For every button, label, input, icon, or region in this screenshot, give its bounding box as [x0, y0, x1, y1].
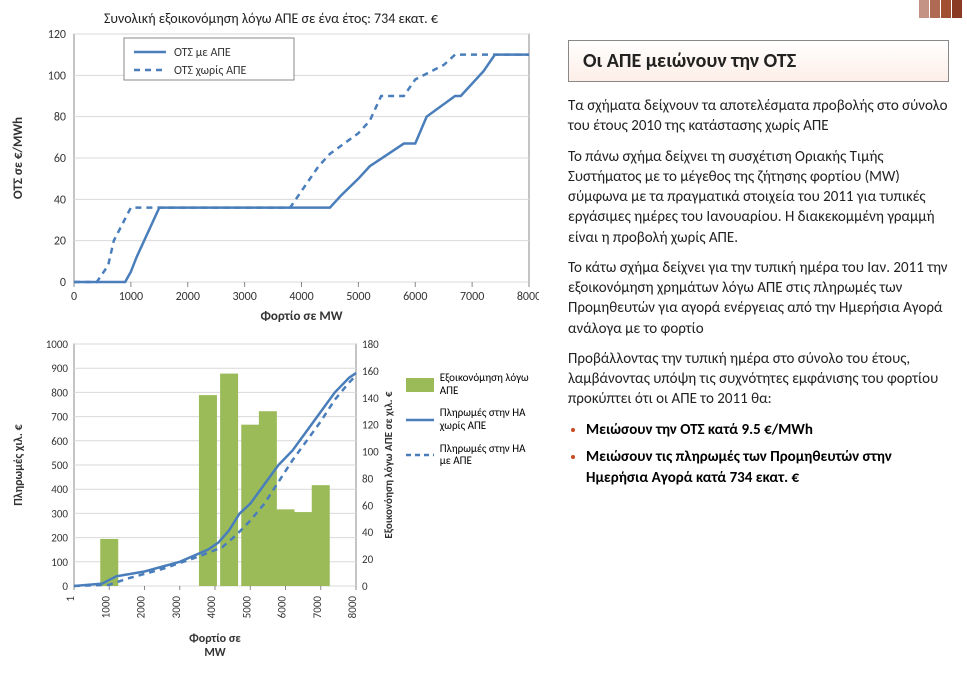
svg-text:160: 160 — [362, 365, 379, 378]
svg-text:60: 60 — [54, 152, 66, 166]
svg-text:20: 20 — [362, 553, 374, 566]
svg-text:500: 500 — [51, 459, 68, 472]
svg-text:0: 0 — [60, 276, 66, 290]
svg-text:1: 1 — [64, 596, 77, 602]
svg-text:7000: 7000 — [311, 596, 324, 619]
svg-text:4000: 4000 — [205, 596, 218, 619]
svg-text:1000: 1000 — [46, 338, 69, 351]
title-box: Οι ΑΠΕ μειώνουν την ΟΤΣ — [568, 40, 949, 82]
svg-text:40: 40 — [362, 526, 374, 539]
svg-text:5000: 5000 — [240, 596, 253, 619]
svg-text:Φορτίο σε: Φορτίο σε — [189, 632, 241, 646]
legend-row-line1: Πληρωμές στην ΗΑ χωρίς ΑΠΕ — [404, 403, 534, 436]
svg-text:0: 0 — [71, 290, 77, 304]
svg-text:3000: 3000 — [170, 596, 183, 619]
para3: Το κάτω σχήμα δείχνει για την τυπική ημέ… — [568, 258, 949, 339]
svg-text:80: 80 — [362, 472, 374, 485]
page: Συνολική εξοικονόμηση λόγω ΑΠΕ σε ένα έτ… — [0, 0, 967, 680]
chart2-legend: Εξοικονόμηση λόγω ΑΠΕ Πληρωμές στην ΗΑ χ… — [402, 326, 536, 666]
chart1-container: Συνολική εξοικονόμηση λόγω ΑΠΕ σε ένα έτ… — [4, 6, 536, 326]
svg-text:80: 80 — [54, 111, 66, 125]
svg-text:20: 20 — [54, 235, 66, 249]
svg-text:300: 300 — [51, 507, 68, 520]
svg-text:120: 120 — [362, 419, 379, 432]
legend-bars-label: Εξοικονόμηση λόγω ΑΠΕ — [438, 368, 534, 401]
legend-line2-label: Πληρωμές στην ΗΑ με ΑΠΕ — [438, 439, 534, 472]
legend-row-bars: Εξοικονόμηση λόγω ΑΠΕ — [404, 368, 534, 401]
svg-text:100: 100 — [48, 69, 66, 83]
svg-text:8000: 8000 — [346, 596, 359, 619]
svg-text:100: 100 — [51, 556, 68, 569]
charts-column: Συνολική εξοικονόμηση λόγω ΑΠΕ σε ένα έτ… — [0, 0, 540, 680]
chart1-title: Συνολική εξοικονόμηση λόγω ΑΠΕ σε ένα έτ… — [104, 10, 438, 27]
svg-text:4000: 4000 — [289, 290, 313, 304]
panel-title: Οι ΑΠΕ μειώνουν την ΟΤΣ — [583, 49, 934, 73]
svg-text:40: 40 — [54, 193, 66, 207]
svg-text:ΟΤΣ σε €/MWh: ΟΤΣ σε €/MWh — [11, 117, 26, 199]
para4: Προβάλλοντας την τυπική ημέρα στο σύνολο… — [568, 349, 949, 410]
chart2-svg: 0 100 200 300 400 500 600 700 800 900 1000 0 20 40 60 8… — [4, 326, 402, 666]
svg-text:ΟΤΣ με ΑΠΕ: ΟΤΣ με ΑΠΕ — [174, 46, 231, 60]
header-stripe — [919, 0, 967, 18]
svg-text:60: 60 — [362, 499, 374, 512]
para2: Το πάνω σχήμα δείχνει τη συσχέτιση Οριακ… — [568, 147, 949, 248]
svg-text:Εξοικονόηση λόγω ΑΠΕ σε χιλ. €: Εξοικονόηση λόγω ΑΠΕ σε χιλ. € — [382, 391, 395, 539]
svg-text:700: 700 — [51, 411, 68, 424]
svg-text:6000: 6000 — [403, 290, 427, 304]
svg-text:5000: 5000 — [346, 290, 370, 304]
svg-text:140: 140 — [362, 392, 379, 405]
chart1-svg: 0 20 40 60 80 100 120 0 1000 2000 3000 4000 5000 6000… — [4, 6, 539, 326]
legend-line1-label: Πληρωμές στην ΗΑ χωρίς ΑΠΕ — [438, 403, 534, 436]
svg-text:7000: 7000 — [460, 290, 484, 304]
solid-line-swatch — [406, 413, 434, 427]
svg-text:100: 100 — [362, 446, 379, 459]
svg-text:0: 0 — [362, 580, 368, 593]
svg-text:400: 400 — [51, 483, 68, 496]
svg-text:600: 600 — [51, 435, 68, 448]
svg-text:ΟΤΣ χωρίς ΑΠΕ: ΟΤΣ χωρίς ΑΠΕ — [174, 64, 246, 78]
chart2-legend-table: Εξοικονόμηση λόγω ΑΠΕ Πληρωμές στην ΗΑ χ… — [402, 366, 536, 474]
bullet-list: Μειώσουν την ΟΤΣ κατά 9.5 €/MWh Μειώσουν… — [568, 420, 949, 489]
svg-text:200: 200 — [51, 532, 68, 545]
svg-text:180: 180 — [362, 338, 379, 351]
svg-text:8000: 8000 — [517, 290, 539, 304]
legend-row-line2: Πληρωμές στην ΗΑ με ΑΠΕ — [404, 439, 534, 472]
svg-text:1000: 1000 — [119, 290, 143, 304]
chart2-container: 0 100 200 300 400 500 600 700 800 900 1000 0 20 40 60 8… — [4, 326, 536, 666]
para1: Τα σχήματα δείχνουν τα αποτελέσματα προβ… — [568, 96, 949, 137]
svg-text:3000: 3000 — [232, 290, 256, 304]
svg-text:2000: 2000 — [135, 596, 148, 619]
svg-text:1000: 1000 — [99, 596, 112, 619]
dashed-line-swatch — [406, 448, 434, 462]
bullet1: Μειώσουν την ΟΤΣ κατά 9.5 €/MWh — [586, 420, 949, 441]
bullet2: Μειώσουν τις πληρωμές των Προμηθευτών στ… — [586, 447, 949, 489]
svg-text:800: 800 — [51, 386, 68, 399]
svg-text:Πληρωμές χιλ. €: Πληρωμές χιλ. € — [12, 423, 26, 505]
svg-text:Φορτίο σε MW: Φορτίο σε MW — [260, 309, 342, 324]
svg-text:120: 120 — [48, 28, 66, 42]
bar-swatch — [406, 378, 434, 392]
text-column: Οι ΑΠΕ μειώνουν την ΟΤΣ Τα σχήματα δείχν… — [540, 0, 967, 680]
svg-text:0: 0 — [62, 580, 68, 593]
svg-text:2000: 2000 — [176, 290, 200, 304]
svg-text:900: 900 — [51, 362, 68, 375]
svg-text:MW: MW — [204, 646, 225, 660]
svg-text:6000: 6000 — [276, 596, 289, 619]
